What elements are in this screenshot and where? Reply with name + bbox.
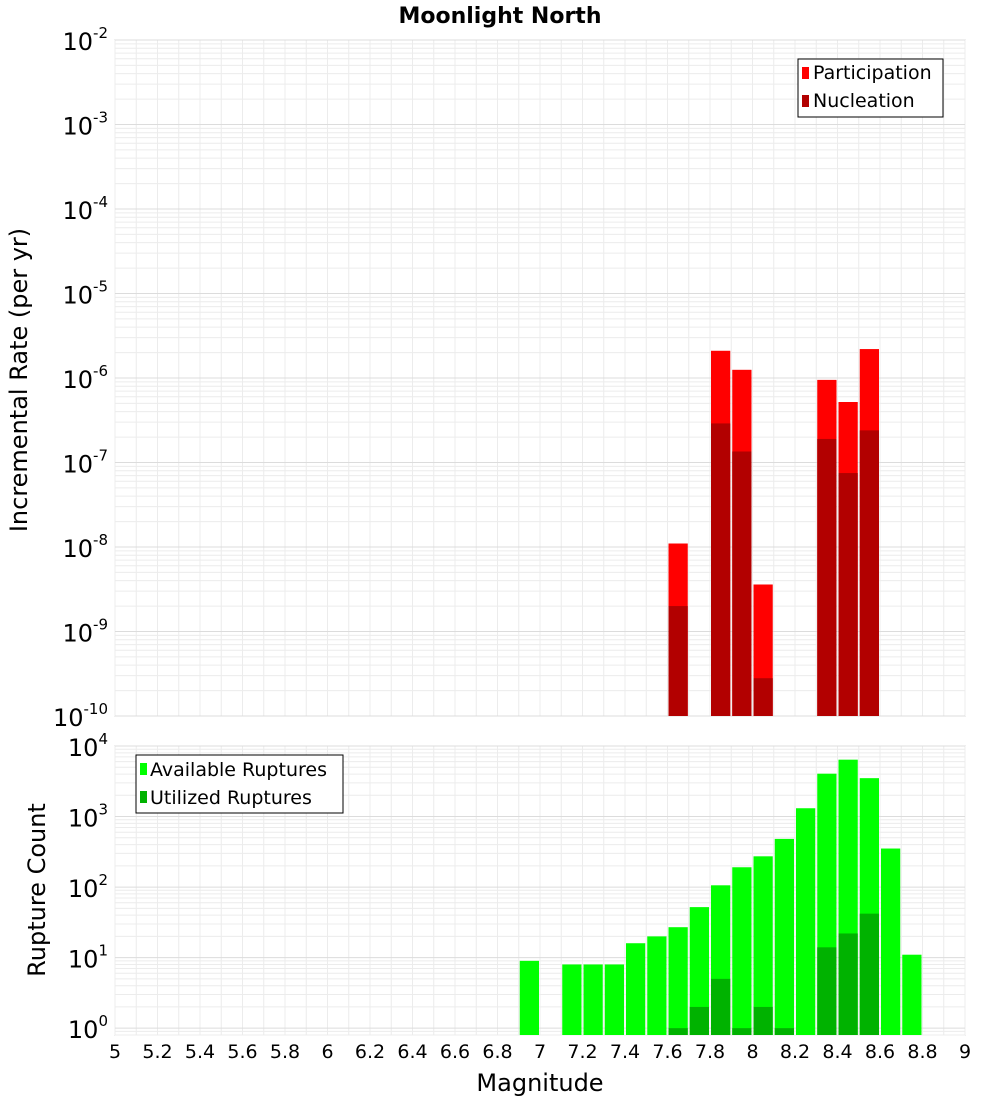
nucleation-legend-swatch [802, 95, 809, 107]
x-tick-label: 6.6 [440, 1041, 470, 1063]
x-tick-label: 6.2 [355, 1041, 385, 1063]
nucleation-bar [859, 430, 879, 716]
nucleation-bar [668, 606, 688, 716]
x-tick-label: 6.8 [482, 1041, 512, 1063]
utilized-ruptures-bar [817, 947, 837, 1035]
x-tick-label: 5 [109, 1041, 121, 1063]
count-panel: 100 101 102 103 104 Rupture Count Available … [23, 730, 966, 1044]
nucleation-bar [838, 473, 858, 716]
available-ruptures-legend-swatch [140, 763, 147, 775]
x-tick-label: 6 [321, 1041, 333, 1063]
available-ruptures-bar [604, 964, 624, 1035]
available-ruptures-bar [902, 954, 922, 1035]
utilized-ruptures-bar [838, 933, 858, 1035]
count-y-axis-label: Rupture Count [23, 803, 51, 977]
x-tick-label: 7.6 [652, 1041, 682, 1063]
x-tick-label: 7.4 [610, 1041, 640, 1063]
participation-legend-swatch [802, 67, 809, 79]
count-y-tick-label: 104 [68, 730, 108, 762]
nucleation-bar [732, 451, 752, 716]
x-tick-label: 5.6 [227, 1041, 257, 1063]
x-tick-label: 7 [534, 1041, 546, 1063]
x-tick-label: 9 [959, 1041, 971, 1063]
rate-y-tick-label: 10-6 [62, 362, 108, 394]
count-legend: Available Ruptures Utilized Ruptures [135, 754, 344, 814]
rate-legend: Participation Nucleation [797, 58, 944, 118]
rate-y-tick-label: 10-10 [53, 700, 108, 732]
count-y-tick-label: 100 [68, 1012, 108, 1044]
count-y-tick-label: 101 [68, 942, 108, 974]
x-tick-label: 5.2 [142, 1041, 172, 1063]
utilized-ruptures-legend-swatch [140, 791, 147, 803]
x-tick-label: 6.4 [397, 1041, 427, 1063]
utilized-ruptures-bar [859, 913, 879, 1035]
nucleation-bar [817, 438, 837, 716]
rate-y-tick-label: 10-4 [62, 193, 108, 225]
available-ruptures-bar [668, 927, 688, 1035]
nucleation-bar [753, 678, 773, 716]
utilized-ruptures-bar [774, 1028, 794, 1035]
x-axis-label: Magnitude [476, 1069, 603, 1097]
available-ruptures-bar [583, 964, 603, 1035]
count-y-tick-label: 103 [68, 801, 108, 833]
available-ruptures-bar [689, 907, 709, 1035]
x-tick-label: 8.8 [907, 1041, 937, 1063]
x-tick-label: 7.8 [695, 1041, 725, 1063]
rate-legend-box [797, 58, 944, 118]
available-ruptures-bar [774, 838, 794, 1035]
utilized-ruptures-legend-label: Utilized Ruptures [150, 787, 312, 809]
rate-gridlines [114, 39, 966, 717]
available-ruptures-bar [562, 964, 582, 1035]
utilized-ruptures-bar [711, 978, 731, 1035]
available-ruptures-bar [796, 808, 816, 1035]
x-tick-label: 5.4 [185, 1041, 215, 1063]
x-axis-ticks: 5 5.2 5.4 5.6 5.8 6 6.2 6.4 6.6 6.8 7 7.2 7.4 7.6 7.8 8… [109, 1041, 971, 1063]
chart-title: Moonlight North [398, 4, 601, 29]
utilized-ruptures-bar [732, 1028, 752, 1035]
rate-bars [668, 349, 879, 716]
nucleation-legend-label: Nucleation [813, 90, 915, 112]
participation-legend-label: Participation [813, 62, 932, 84]
utilized-ruptures-bar [689, 1006, 709, 1035]
rate-y-axis-label: Incremental Rate (per yr) [5, 228, 33, 532]
x-tick-label: 8.6 [865, 1041, 895, 1063]
rate-y-tick-label: 10-5 [62, 278, 108, 310]
x-tick-label: 8.2 [780, 1041, 810, 1063]
utilized-ruptures-bar [668, 1028, 688, 1035]
nucleation-bar [711, 423, 731, 716]
x-tick-label: 5.8 [270, 1041, 300, 1063]
x-tick-label: 8 [746, 1041, 758, 1063]
count-bars [519, 759, 922, 1035]
rate-y-tick-label: 10-2 [62, 24, 108, 56]
rate-y-tick-label: 10-7 [62, 447, 108, 479]
rate-y-tick-label: 10-3 [62, 109, 108, 141]
available-ruptures-bar [647, 936, 667, 1035]
x-tick-label: 7.2 [567, 1041, 597, 1063]
available-ruptures-legend-label: Available Ruptures [150, 759, 327, 781]
available-ruptures-bar [626, 943, 646, 1035]
rate-y-tick-label: 10-9 [62, 616, 108, 648]
count-y-tick-label: 102 [68, 871, 108, 903]
available-ruptures-bar [753, 856, 773, 1035]
available-ruptures-bar [881, 848, 901, 1035]
count-y-ticks: 100 101 102 103 104 [68, 730, 108, 1044]
available-ruptures-bar [519, 960, 539, 1035]
rate-y-tick-label: 10-8 [62, 531, 108, 563]
x-tick-label: 8.4 [822, 1041, 852, 1063]
count-legend-box [135, 754, 344, 814]
available-ruptures-bar [732, 867, 752, 1035]
utilized-ruptures-bar [753, 1006, 773, 1035]
rate-y-ticks: 10-10 10-9 10-8 10-7 10-6 10-5 10-4 10-3 10-2 [53, 24, 108, 732]
rate-panel: 10-10 10-9 10-8 10-7 10-6 10-5 10-4 10-3 10-2 In… [5, 24, 966, 732]
